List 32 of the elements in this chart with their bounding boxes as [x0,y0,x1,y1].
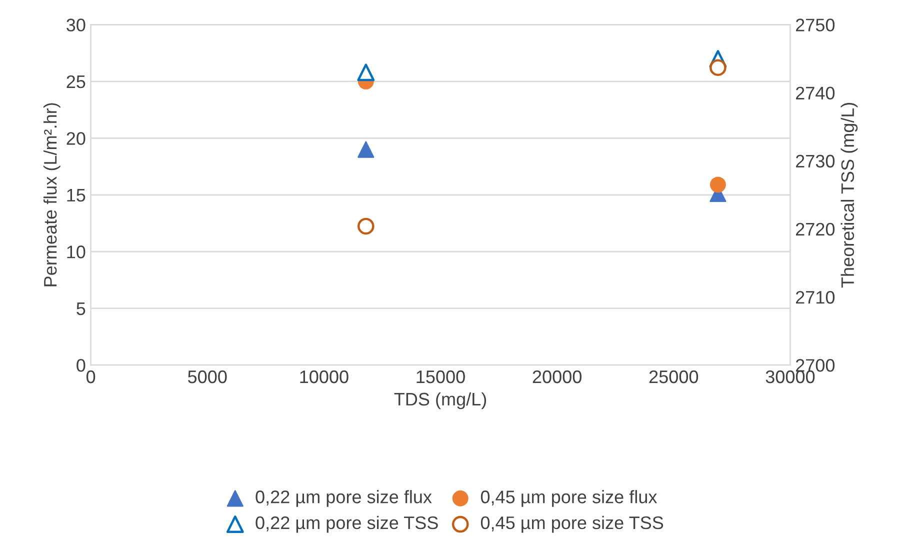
y-tick-label: 25 [66,75,86,88]
y-tick-label: 15 [67,189,86,202]
legend-label: 0,22 µm pore size TSS [256,516,438,533]
y2-axis-title: Theoretical TSS (mg/L) [840,102,858,288]
x-tick-label: 25000 [649,370,698,384]
y2-tick-label: 2720 [796,222,835,236]
point [358,218,374,235]
x-tick-label: 30000 [766,370,815,384]
point [358,141,374,158]
y2-tick-label: 2750 [796,18,835,32]
y2-tick-label: 2710 [796,290,835,304]
x-tick-label: 0 [86,370,96,384]
y-tick-label: 5 [76,302,86,316]
x-tick-label: 15000 [416,370,465,384]
x-axis-title: TDS (mg/L) [394,392,486,410]
y-tick-label: 0 [76,359,86,372]
y-tick-label: 30 [66,18,86,32]
legend-label: 0,22 µm pore size flux [256,490,432,507]
point [710,176,726,193]
point [357,64,375,82]
x-tick-label: 20000 [532,370,582,384]
y2-tick-label: 2730 [796,154,835,168]
y-tick-label: 10 [67,246,86,258]
x-tick-label: 5000 [188,370,227,384]
legend-label: 0,45 µm pore size TSS [480,516,664,533]
y2-tick-label: 2700 [796,359,835,372]
x-tick-label: 10000 [300,370,348,384]
y2-tick-label: 2740 [796,86,835,100]
legend-label: 0,45 µm pore size flux [480,490,658,507]
point [710,59,726,76]
y-tick-label: 20 [66,132,86,145]
y-axis-title: Permeate flux (L/m².hr) [43,103,60,286]
